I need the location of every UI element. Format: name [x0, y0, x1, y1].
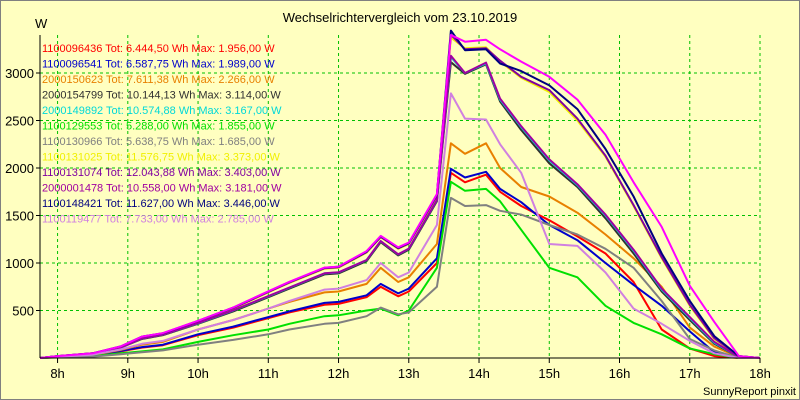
- y-tick-label: 2500: [5, 114, 34, 129]
- y-tick-label: 2000: [5, 161, 34, 176]
- grid-lines: [40, 35, 761, 358]
- series-line-1100130966: [39, 196, 760, 359]
- x-tick-label: 12h: [328, 366, 350, 381]
- x-tick-label: 10h: [187, 366, 209, 381]
- x-tick-label: 15h: [538, 366, 560, 381]
- legend-entry-1100096541: 1100096541 Tot: 6.587,75 Wh Max: 1.989,0…: [42, 59, 275, 71]
- series-line-2000001478: [39, 54, 761, 359]
- series-line-1100119477: [39, 92, 760, 359]
- x-tick-label: 8h: [50, 366, 64, 381]
- legend-entry-2000001478: 2000001478 Tot: 10.558,00 Wh Max: 3.181,…: [42, 183, 282, 195]
- legend-entry-1100131074: 1100131074 Tot: 12.043,88 Wh Max: 3.403,…: [42, 167, 281, 179]
- legend: 1100096436 Tot: 6.444,50 Wh Max: 1.956,0…: [42, 43, 282, 226]
- series-line-1100096541: [39, 167, 761, 359]
- series-line-unlabeled-12: [39, 34, 761, 359]
- x-tick-label: 13h: [398, 366, 420, 381]
- y-tick-label: 1000: [5, 256, 34, 271]
- legend-entry-1100096436: 1100096436 Tot: 6.444,50 Wh Max: 1.956,0…: [42, 43, 275, 55]
- legend-entry-1100148421: 1100148421 Tot: 11.627,00 Wh Max: 3.446,…: [42, 198, 281, 210]
- legend-entry-2000154799: 2000154799 Tot: 10.144,13 Wh Max: 3.114,…: [42, 90, 281, 102]
- x-tick-label: 17h: [679, 366, 701, 381]
- x-tick-label: 18h: [749, 366, 771, 381]
- legend-entry-1100130966: 1100130966 Tot: 5.638,75 Wh Max: 1.685,0…: [42, 136, 275, 148]
- x-tick-label: 16h: [609, 366, 631, 381]
- y-tick-label: 3000: [5, 66, 34, 81]
- legend-entry-1100129553: 1100129553 Tot: 5.288,00 Wh Max: 1.855,0…: [42, 121, 275, 133]
- tick-labels: 8h 9h 10h 11h 12h 13h 14h 15h 16h 17h 18h 500 1000 15…: [5, 66, 771, 381]
- y-tick-label: 1500: [5, 209, 34, 224]
- axes: [36, 35, 761, 363]
- x-tick-label: 14h: [468, 366, 490, 381]
- legend-entry-2000150623: 2000150623 Tot: 7.611,38 Wh Max: 2.266,0…: [42, 74, 275, 86]
- chart-title: Wechselrichtervergleich vom 23.10.2019: [282, 10, 518, 25]
- footer-credit: SunnyReport pinxit: [703, 386, 796, 398]
- y-axis-unit: W: [35, 16, 48, 31]
- legend-entry-2000149892: 2000149892 Tot: 10.574,88 Wh Max: 3.167,…: [42, 105, 282, 117]
- x-tick-label: 9h: [121, 366, 135, 381]
- series-lines: [39, 29, 761, 359]
- x-tick-label: 11h: [258, 366, 279, 381]
- y-tick-label: 500: [12, 304, 34, 319]
- legend-entry-1100119477: 1100119477 Tot: 7.733,00 Wh Max: 2.785,0…: [42, 214, 274, 226]
- legend-entry-1100131025: 1100131025 Tot: 11.576,75 Wh Max: 3.373,…: [42, 152, 281, 164]
